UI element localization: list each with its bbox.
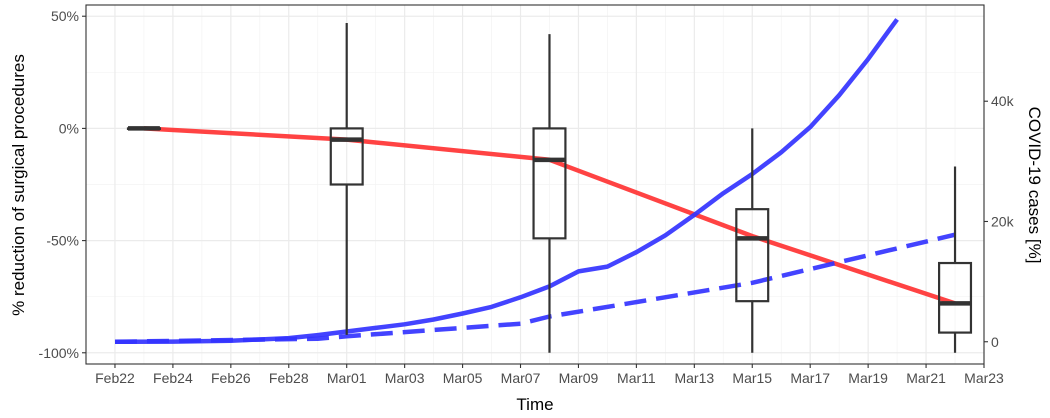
boxplot-layer — [126, 22, 973, 353]
y-axis-left: 50% 0% -50% -100% — [39, 8, 86, 361]
x-tick-label: Feb22 — [95, 370, 135, 386]
y-axis-right-title: COVID-19 cases [%] — [1025, 107, 1044, 264]
y-axis-left-title: % reduction of surgical procedures — [9, 54, 28, 316]
x-tick-label: Mar13 — [674, 370, 714, 386]
y-tick-label: 0% — [59, 120, 79, 136]
boxplot-box — [532, 127, 567, 240]
major-gridlines — [86, 5, 985, 364]
x-tick-label: Mar11 — [617, 370, 656, 386]
boxplot-3 — [532, 34, 567, 353]
x-tick-label: Mar07 — [501, 370, 541, 386]
panel-border — [85, 4, 985, 365]
x-tick-label: Feb28 — [269, 370, 309, 386]
x-tick-label: Mar21 — [906, 370, 946, 386]
y2-tick-label: 0 — [991, 334, 999, 350]
boxplot-box — [937, 261, 973, 334]
x-tick-label: Mar23 — [964, 370, 1004, 386]
x-tick-label: Mar09 — [559, 370, 599, 386]
series-line-3 — [114, 232, 956, 345]
x-tick-label: Mar15 — [732, 370, 772, 386]
boxplot-box — [735, 208, 770, 303]
y2-tick-label: 20k — [991, 213, 1015, 229]
y-tick-label: -50% — [46, 233, 79, 249]
x-tick-label: Mar17 — [790, 370, 830, 386]
x-axis: Feb22 Feb24 Feb26 Feb28 Mar01 Mar03 Mar05 Mar07… — [95, 364, 1004, 386]
boxplot-4 — [735, 128, 770, 353]
x-tick-label: Feb24 — [153, 370, 193, 386]
boxplot-box — [329, 127, 364, 186]
boxplot-2 — [329, 22, 364, 335]
boxplot-1 — [126, 126, 161, 131]
x-tick-label: Mar19 — [848, 370, 888, 386]
y2-tick-label: 40k — [991, 93, 1015, 109]
x-axis-title: Time — [516, 395, 553, 414]
x-tick-label: Mar01 — [327, 370, 367, 386]
x-tick-label: Feb26 — [211, 370, 251, 386]
x-tick-label: Mar05 — [443, 370, 483, 386]
y-tick-label: 50% — [51, 8, 79, 24]
boxplot-5 — [937, 166, 973, 353]
y-tick-label: -100% — [39, 345, 79, 361]
y-axis-right: 0 20k 40k — [984, 93, 1015, 350]
x-tick-label: Mar03 — [385, 370, 425, 386]
